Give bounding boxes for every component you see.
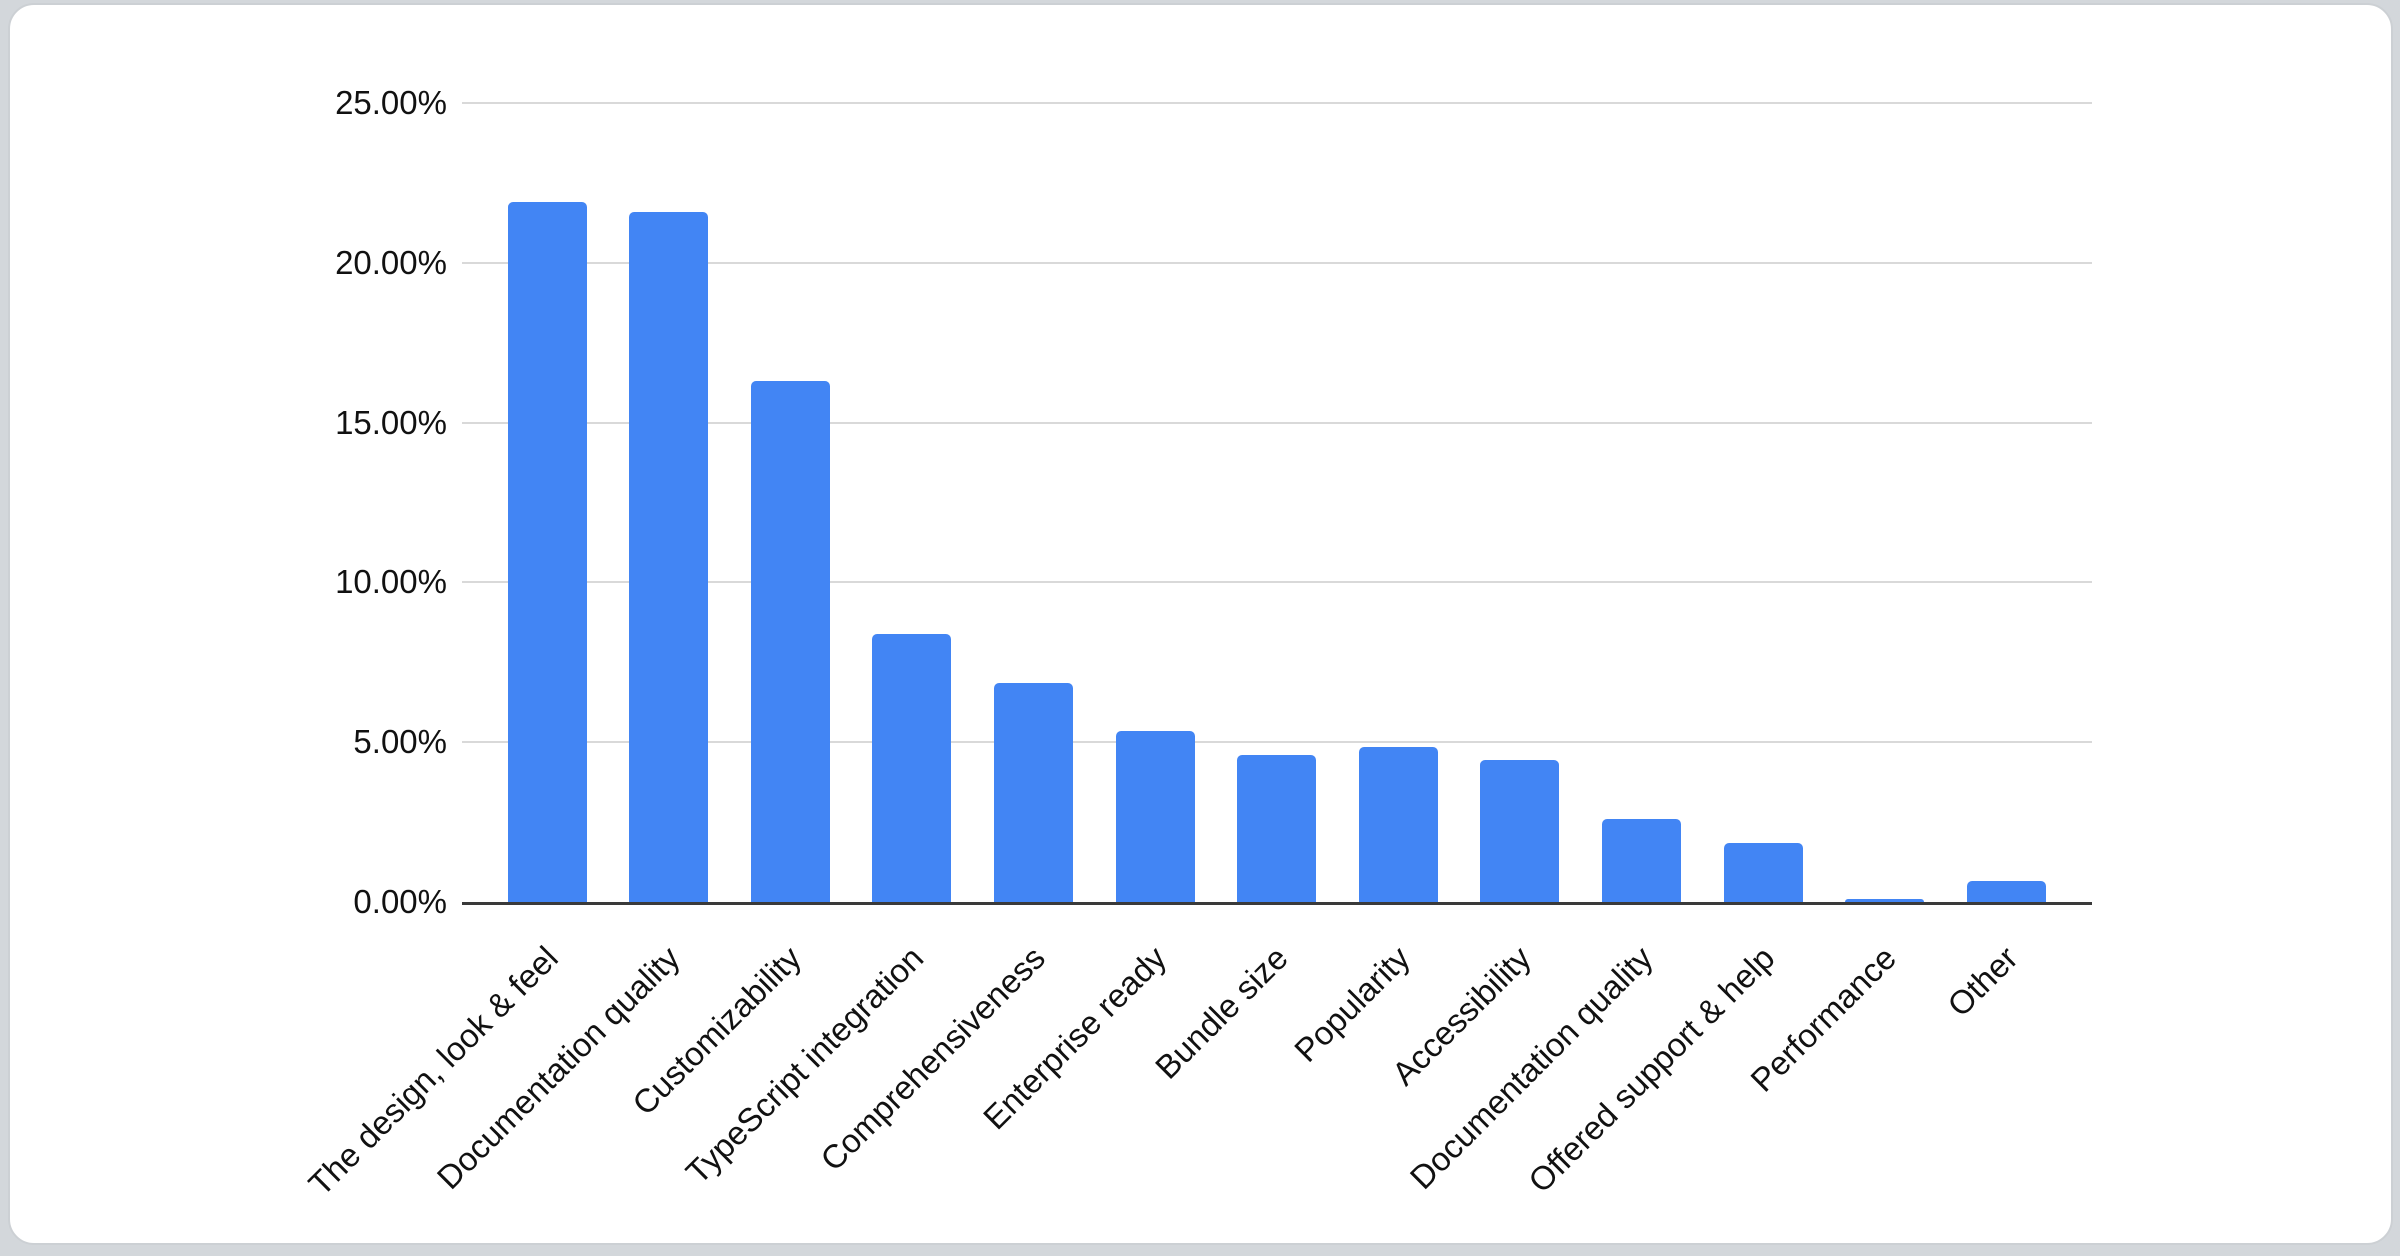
y-axis-tick-label: 0.00% (353, 883, 447, 920)
bar-comprehensiveness-4[interactable] (993, 683, 1073, 902)
x-axis-category-label: Offered support & help (1520, 939, 1782, 1200)
bar-the-design-look-feel-0[interactable] (507, 202, 587, 902)
bar-performance-11[interactable] (1845, 898, 1925, 902)
x-axis-category-label: Comprehensiveness (812, 939, 1052, 1178)
bar-offered-support-help-10[interactable] (1723, 842, 1803, 902)
x-axis-category-label: Popularity (1286, 939, 1417, 1069)
bar-chart-plot-area: 0.00% 5.00% 10.00% 15.00% 20.00% 25.00% The de… (10, 5, 2400, 1256)
x-axis-baseline (462, 902, 2092, 905)
bar-other-12[interactable] (1966, 881, 2046, 902)
y-gridline (462, 261, 2092, 264)
y-axis-tick-label: 25.00% (335, 84, 447, 121)
bar-documentation-quality-1[interactable] (629, 211, 709, 902)
bar-documentation-quality-9[interactable] (1602, 818, 1682, 902)
x-axis-category-label: TypeScript integration (678, 939, 931, 1191)
bar-enterprise-ready-5[interactable] (1115, 731, 1195, 902)
x-axis-category-label: The design, look & feel (301, 939, 566, 1203)
bar-accessibility-8[interactable] (1480, 759, 1560, 902)
y-axis-tick-label: 10.00% (335, 563, 447, 601)
bar-popularity-7[interactable] (1358, 746, 1438, 902)
x-axis-category-label: Other (1940, 939, 2025, 1024)
y-axis-tick-label: 15.00% (335, 403, 447, 441)
y-gridline (462, 102, 2092, 104)
chart-card: 0.00% 5.00% 10.00% 15.00% 20.00% 25.00% The de… (8, 3, 2393, 1245)
x-axis-category-label: Documentation quality (429, 939, 687, 1197)
bar-bundle-size-6[interactable] (1237, 754, 1317, 902)
y-axis-tick-label: 5.00% (353, 723, 447, 761)
bar-customizability-2[interactable] (750, 381, 830, 902)
x-axis-category-label: Documentation quality (1402, 939, 1660, 1197)
y-gridline (462, 581, 2092, 584)
y-gridline (462, 741, 2092, 744)
bar-typescript-integration-3[interactable] (872, 633, 952, 902)
y-gridline (462, 421, 2092, 424)
y-axis-tick-label: 20.00% (335, 243, 447, 281)
